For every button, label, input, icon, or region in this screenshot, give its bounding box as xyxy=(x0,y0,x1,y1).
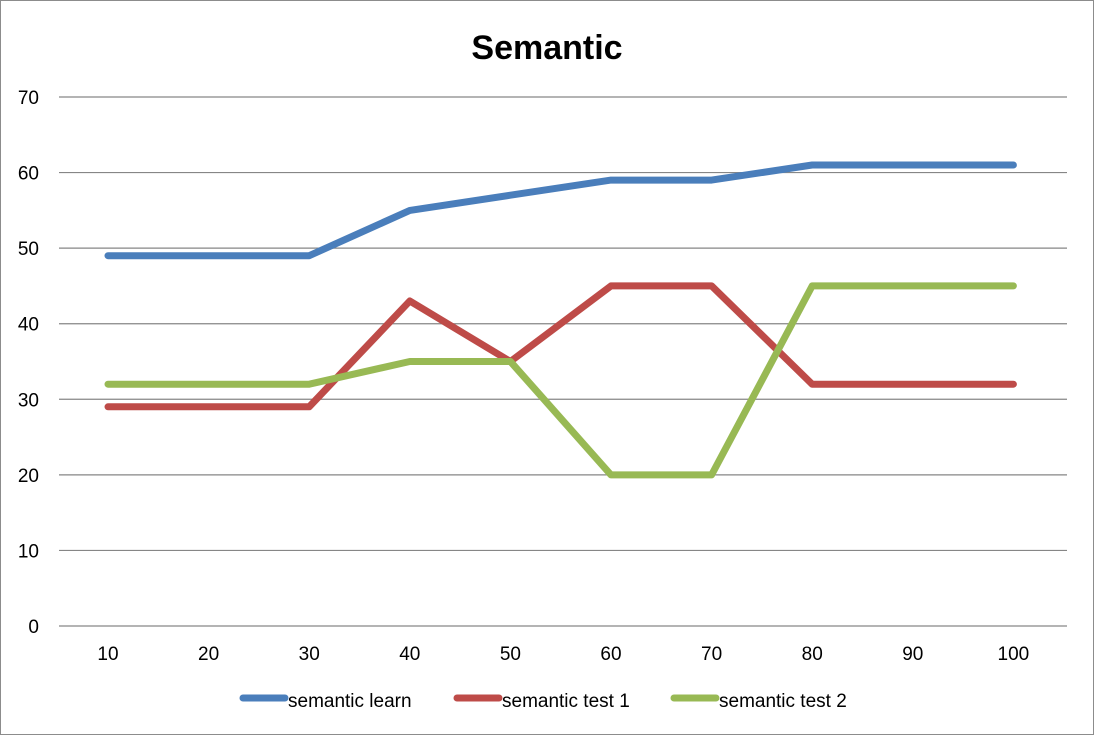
y-tick-label: 70 xyxy=(18,88,39,109)
legend-label: semantic test 2 xyxy=(719,691,847,712)
y-tick-label: 20 xyxy=(18,466,39,487)
series-lines xyxy=(104,161,1017,479)
y-tick-label: 50 xyxy=(18,239,39,260)
gridlines xyxy=(59,96,1067,627)
x-tick-label: 100 xyxy=(998,644,1030,665)
legend: semantic learn semantic test 1 semantic te… xyxy=(239,691,847,712)
x-tick-label: 40 xyxy=(399,644,420,665)
x-tick-label: 70 xyxy=(701,644,722,665)
series-line-2 xyxy=(104,282,1017,411)
legend-label: semantic learn xyxy=(288,691,412,712)
x-tick-label: 30 xyxy=(299,644,320,665)
chart-title: Semantic xyxy=(471,29,622,67)
x-tick-label: 50 xyxy=(500,644,521,665)
y-tick-label: 60 xyxy=(18,164,39,185)
x-tick-label: 90 xyxy=(902,644,923,665)
series-line-3 xyxy=(104,282,1017,479)
x-tick-label: 20 xyxy=(198,644,219,665)
x-tick-label: 10 xyxy=(97,644,118,665)
series-line-1 xyxy=(104,161,1017,260)
x-axis-tick-labels: 10 20 30 40 50 60 70 80 90 100 xyxy=(97,644,1029,665)
x-tick-label: 80 xyxy=(802,644,823,665)
legend-item: semantic test 1 xyxy=(453,691,630,712)
legend-item: semantic test 2 xyxy=(670,691,847,712)
y-axis-tick-labels: 0 10 20 30 40 50 60 70 xyxy=(18,88,39,638)
y-tick-label: 40 xyxy=(18,315,39,336)
legend-item: semantic learn xyxy=(239,691,412,712)
x-tick-label: 60 xyxy=(600,644,621,665)
y-tick-label: 10 xyxy=(18,541,39,562)
y-tick-label: 0 xyxy=(28,617,39,638)
y-tick-label: 30 xyxy=(18,390,39,411)
legend-label: semantic test 1 xyxy=(502,691,630,712)
